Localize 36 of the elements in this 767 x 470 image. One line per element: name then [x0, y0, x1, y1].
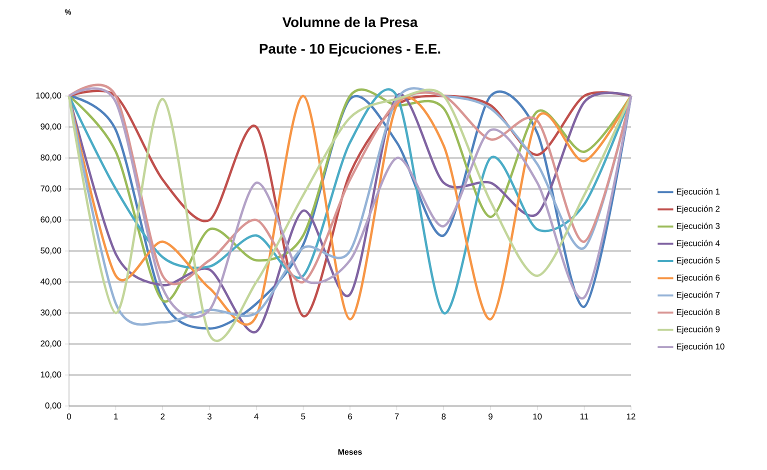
legend-label: Ejecución 4 [676, 240, 720, 248]
x-tick-label: 5 [301, 414, 306, 420]
legend-label: Ejecución 3 [676, 222, 720, 231]
y-tick-label: 100,00 [36, 92, 62, 100]
chart-subtitle: Paute - 10 Ejcuciones - E.E. [260, 43, 440, 56]
legend-label: Ejecución 7 [676, 292, 720, 300]
x-tick-label: 2 [160, 414, 165, 420]
x-tick-label: 11 [580, 414, 588, 420]
legend-label: Ejecución 8 [676, 308, 720, 317]
legend-label: Ejecución 5 [676, 257, 720, 266]
x-tick-label: 8 [442, 414, 446, 420]
x-tick-label: 7 [394, 414, 399, 420]
x-tick-label: 6 [348, 414, 352, 420]
y-tick-label: 80,00 [40, 154, 62, 162]
y-tick-label: 10,00 [40, 372, 62, 378]
x-tick-label: 10 [533, 414, 542, 420]
x-tick-label: 1 [114, 414, 118, 420]
y-tick-label: 50,00 [40, 248, 62, 254]
x-tick-label: 4 [254, 414, 258, 420]
x-tick-label: 12 [626, 414, 636, 420]
x-tick-label: 3 [207, 414, 212, 420]
legend-label: Ejecución 9 [676, 326, 720, 334]
x-tick-label: 9 [488, 414, 492, 420]
y-tick-label: 90,00 [40, 124, 62, 130]
y-tick-label: 30,00 [40, 310, 62, 316]
y-tick-label: 60,00 [40, 216, 62, 224]
y-tick-label: 20,00 [40, 340, 62, 348]
legend-label: Ejecución 1 [676, 188, 720, 196]
y-tick-label: 0,00 [45, 402, 62, 410]
chart-title: Volumne de la Presa [282, 16, 418, 28]
x-tick-label: 0 [66, 414, 72, 420]
legend-label: Ejecución 10 [676, 343, 724, 352]
legend-label: Ejecución 6 [676, 274, 720, 282]
legend-label: Ejecución 2 [676, 205, 720, 214]
y-tick-label: 40,00 [40, 278, 62, 286]
y-tick-label: 70,00 [40, 186, 62, 192]
